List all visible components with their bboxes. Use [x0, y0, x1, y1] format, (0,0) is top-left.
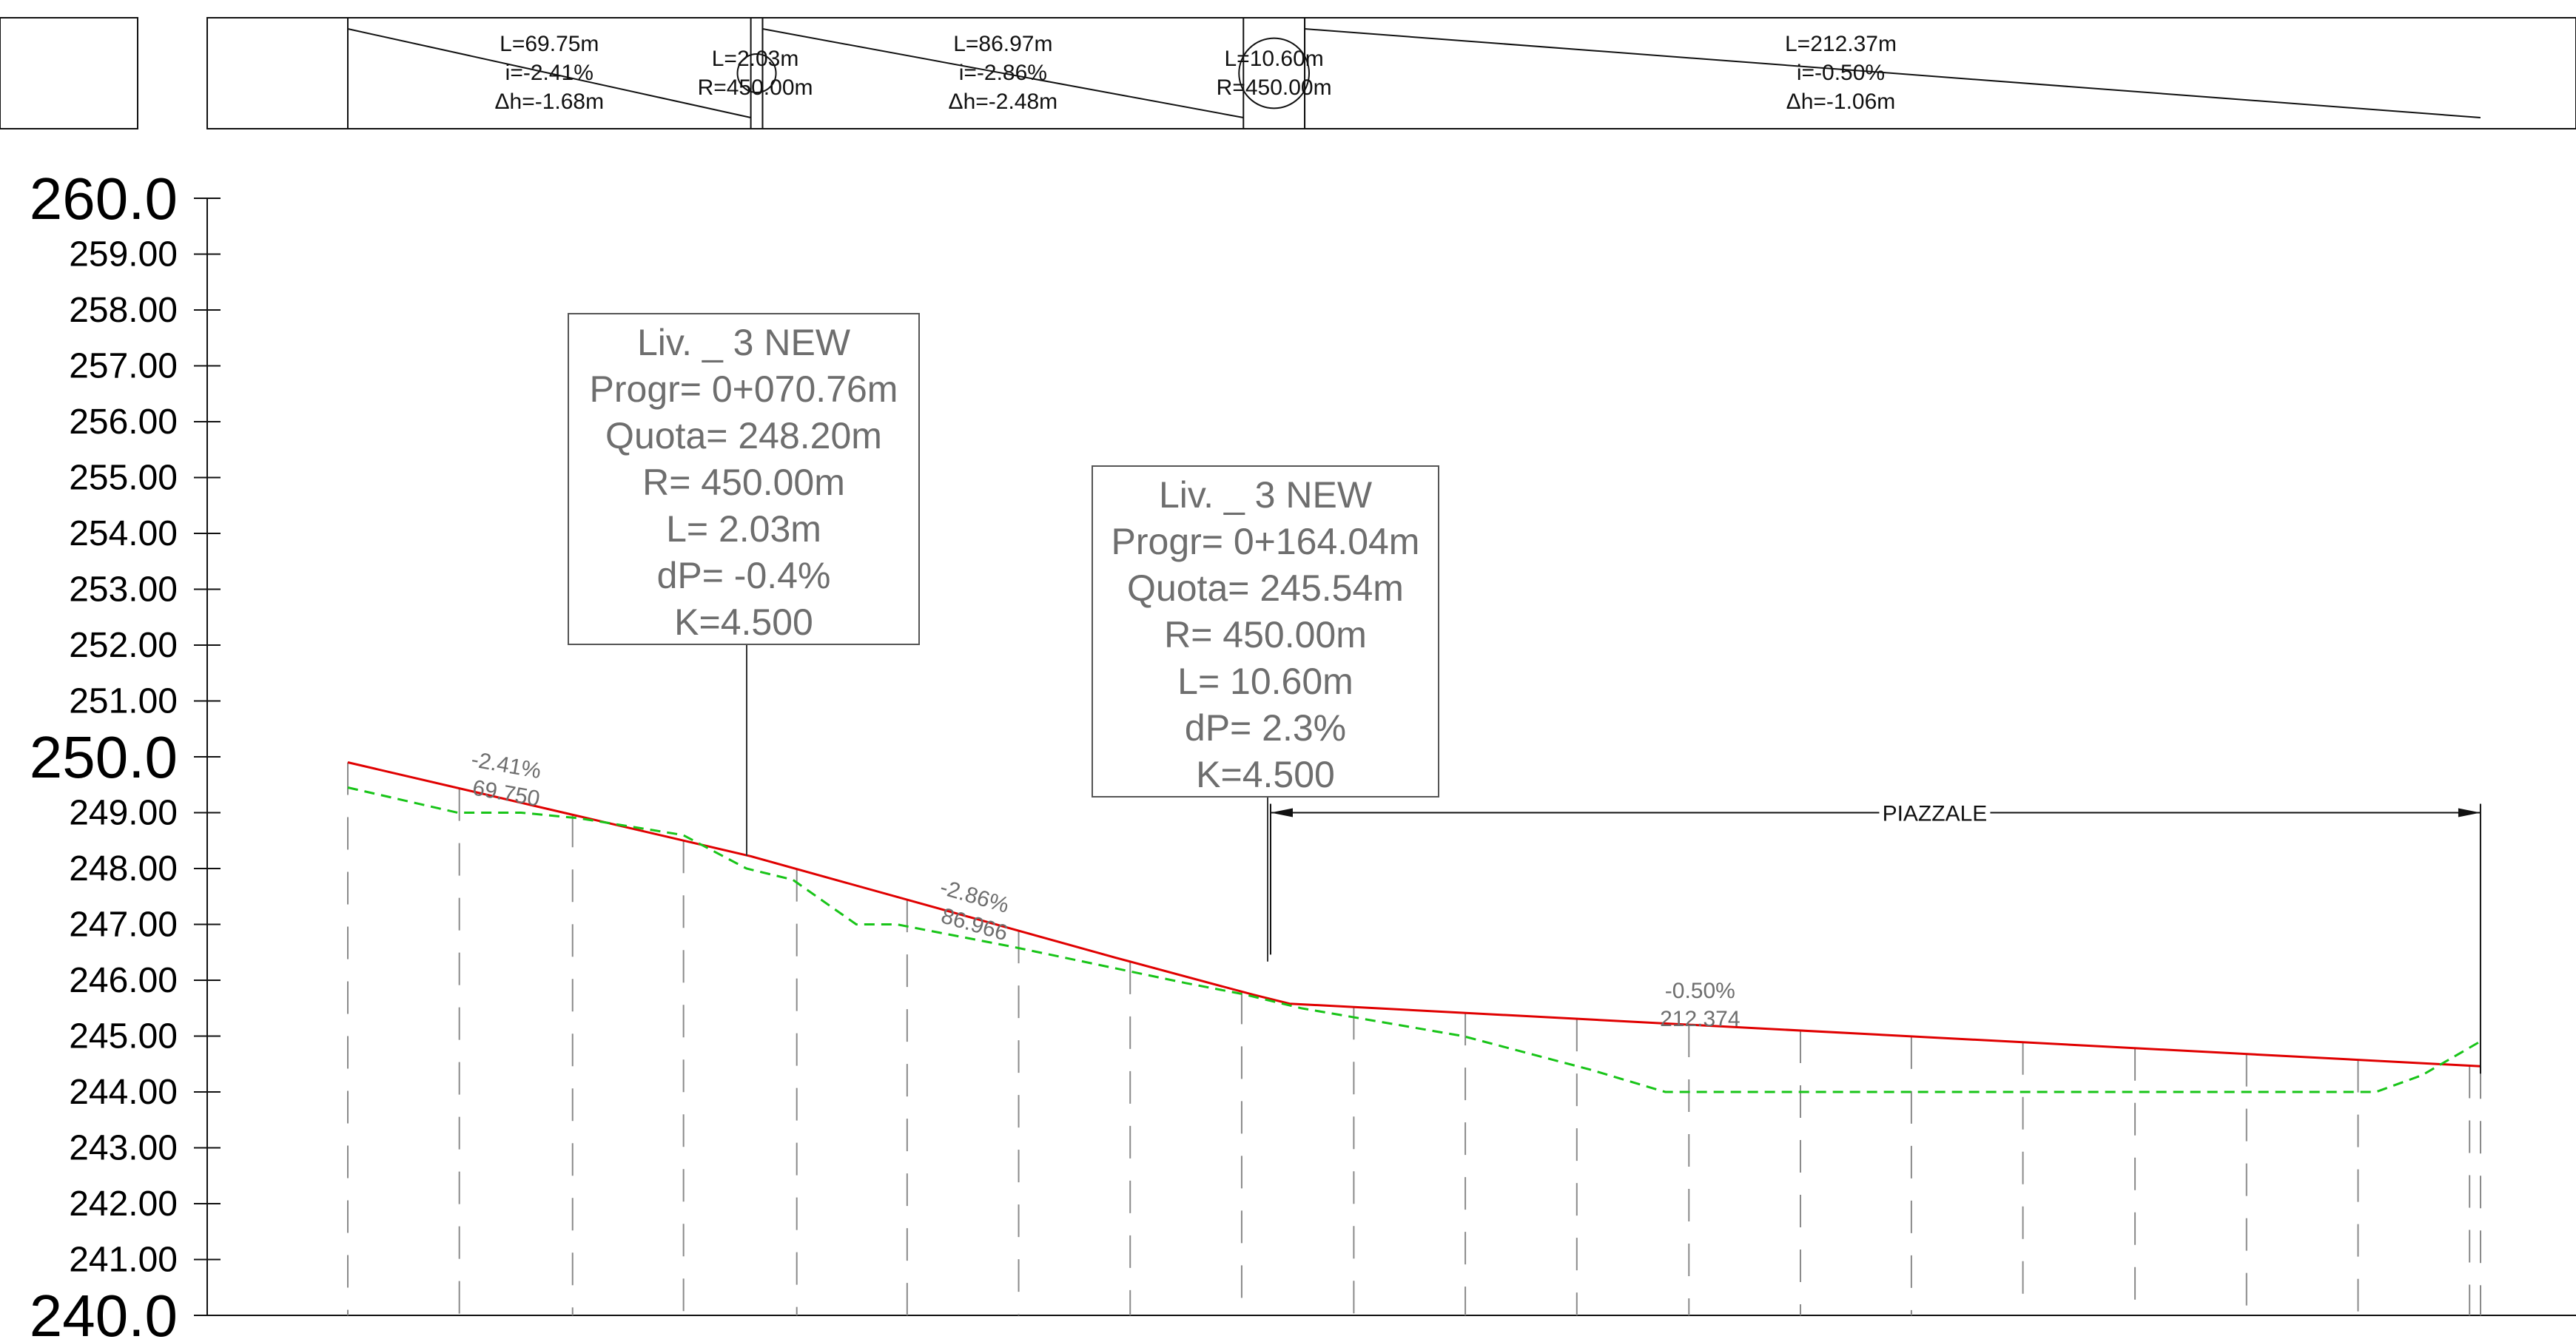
slope-percent-label: -0.50%	[1665, 979, 1735, 1003]
band-slope-dh: Δh=-2.48m	[949, 90, 1058, 114]
terrain-series-line	[347, 786, 2481, 1093]
y-tick-label: 255.00	[69, 459, 178, 498]
band-slope-dh: Δh=-1.06m	[1786, 90, 1896, 114]
y-tick-label: 257.00	[69, 347, 178, 386]
band-curve-symbol	[736, 53, 777, 93]
callout-line: Liv. _ 3 NEW	[1159, 474, 1373, 516]
y-tick-label: 256.00	[69, 402, 178, 442]
y-tick-label: 258.00	[69, 291, 178, 330]
callout-box	[568, 313, 920, 645]
y-tick-label: 254.00	[69, 514, 178, 553]
y-tick-label: 244.00	[69, 1073, 178, 1112]
y-tick-label: 245.00	[69, 1017, 178, 1056]
callout-line: dP= 2.3%	[1185, 707, 1346, 749]
callout-line: Liv. _ 3 NEW	[637, 322, 851, 363]
band-slope-line	[762, 28, 1244, 118]
piazzale-arrow-right	[2458, 808, 2481, 817]
band-frame	[206, 17, 2576, 129]
callout-box	[1092, 465, 1439, 798]
band-curve-symbol	[1238, 37, 1311, 109]
station-lines	[347, 762, 2481, 1315]
callout-line: dP= -0.4%	[657, 555, 831, 596]
piazzale-arrow-left	[1270, 808, 1293, 817]
band-slope-grade: i=-2.41%	[505, 61, 593, 85]
y-tick-label: 250.0	[30, 724, 178, 790]
y-tick-label: 241.00	[69, 1241, 178, 1280]
band-slope-line	[1304, 28, 2481, 118]
callout-line: L= 10.60m	[1177, 661, 1353, 702]
band-legend-cell	[0, 17, 138, 129]
y-tick-label: 247.00	[69, 906, 178, 945]
y-tick-label: 252.00	[69, 626, 178, 665]
y-tick-label: 259.00	[69, 235, 178, 274]
band-curve-radius: R=450.00m	[698, 75, 813, 100]
band-curve-length: L=10.60m	[1225, 47, 1324, 71]
profile-series	[347, 761, 2481, 1093]
band-curve-length: L=2.03m	[712, 47, 799, 71]
y-tick-label: 240.0	[30, 1283, 178, 1342]
callout-line: Progr= 0+070.76m	[590, 368, 898, 410]
profile-band: L=69.75m i=-2.41% Δh=-1.68m L=86.97m i=-2.86…	[0, 17, 2576, 129]
y-tick-label: 251.00	[69, 682, 178, 721]
band-slope-line	[347, 28, 751, 118]
callout-line: Progr= 0+164.04m	[1112, 521, 1420, 562]
band-curve-radius: R=450.00m	[1217, 75, 1332, 100]
piazzale-dimension: PIAZZALE	[1269, 802, 2481, 1074]
band-slope-grade: i=-2.86%	[959, 61, 1047, 85]
piazzale-label: PIAZZALE	[1883, 802, 1988, 826]
band-slope-length: L=69.75m	[500, 32, 599, 56]
y-tick-label: 246.00	[69, 961, 178, 1000]
callout-line: Quota= 245.54m	[1127, 567, 1404, 609]
y-tick-label: 249.00	[69, 794, 178, 833]
callout-line: R= 450.00m	[1164, 614, 1367, 655]
callout-line: K=4.500	[674, 601, 813, 643]
band-slope-length: L=86.97m	[953, 32, 1052, 56]
callout-line: K=4.500	[1196, 754, 1335, 795]
band-slope-grade: i=-0.50%	[1797, 61, 1885, 85]
slope-length-label: 212.374	[1660, 1007, 1740, 1031]
y-tick-label: 260.0	[30, 166, 178, 232]
callout-line: L= 2.03m	[666, 508, 821, 550]
band-slope-dh: Δh=-1.68m	[494, 90, 604, 114]
y-tick-label: 248.00	[69, 849, 178, 889]
y-tick-label: 242.00	[69, 1184, 178, 1224]
band-slope-length: L=212.37m	[1785, 32, 1897, 56]
piazzale-label-bg	[1879, 802, 1991, 823]
band-geometry	[347, 18, 2481, 129]
band-labels: L=69.75m i=-2.41% Δh=-1.68m L=86.97m i=-2.86…	[494, 32, 1896, 114]
callout-line: R= 450.00m	[642, 462, 845, 503]
vertical-curve-callouts: Liv. _ 3 NEW Progr= 0+070.76m Quota= 248.2…	[568, 313, 1439, 962]
y-tick-label: 253.00	[69, 570, 178, 610]
callout-line: Quota= 248.20m	[605, 415, 882, 456]
project-series-line	[347, 761, 2481, 1068]
y-tick-label: 243.00	[69, 1129, 178, 1168]
